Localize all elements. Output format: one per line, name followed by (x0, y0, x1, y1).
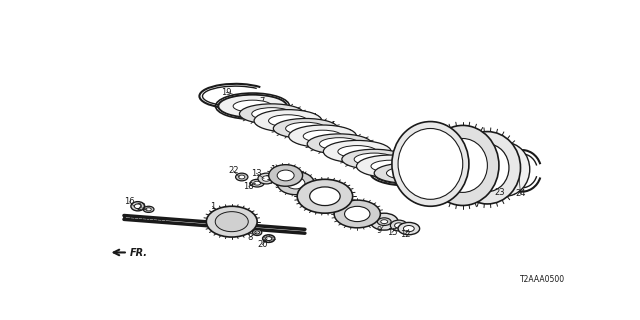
Ellipse shape (252, 108, 292, 120)
Ellipse shape (269, 115, 307, 127)
Text: 10: 10 (306, 186, 316, 195)
Ellipse shape (253, 181, 260, 185)
Ellipse shape (277, 170, 294, 181)
Ellipse shape (338, 146, 377, 157)
Ellipse shape (215, 212, 248, 232)
Ellipse shape (266, 237, 272, 241)
Ellipse shape (395, 223, 403, 228)
Ellipse shape (454, 132, 520, 204)
Text: 14: 14 (278, 174, 289, 183)
Ellipse shape (342, 149, 406, 169)
Text: 4: 4 (312, 113, 317, 122)
Text: 5: 5 (295, 108, 301, 117)
Text: 15: 15 (387, 228, 397, 237)
Text: 18: 18 (243, 182, 254, 191)
Ellipse shape (403, 226, 414, 232)
Ellipse shape (239, 175, 245, 179)
Ellipse shape (217, 213, 246, 231)
Ellipse shape (254, 110, 322, 132)
Ellipse shape (258, 173, 275, 184)
Ellipse shape (219, 95, 287, 117)
Ellipse shape (307, 134, 372, 154)
Text: 2: 2 (481, 184, 486, 193)
Ellipse shape (481, 142, 530, 196)
Ellipse shape (303, 130, 342, 142)
Ellipse shape (356, 155, 424, 177)
Ellipse shape (371, 213, 398, 230)
Ellipse shape (323, 140, 391, 163)
Text: 1: 1 (210, 202, 215, 211)
Ellipse shape (134, 204, 141, 209)
Text: 5: 5 (312, 116, 317, 125)
Text: 22: 22 (228, 166, 239, 175)
Text: 7: 7 (259, 97, 264, 106)
Ellipse shape (250, 179, 264, 187)
Text: FR.: FR. (130, 248, 148, 258)
Ellipse shape (285, 122, 326, 135)
Text: 3: 3 (456, 182, 461, 191)
Ellipse shape (273, 118, 338, 139)
Ellipse shape (319, 138, 360, 150)
Ellipse shape (255, 231, 259, 234)
Ellipse shape (297, 179, 353, 213)
Text: T2AAA0500: T2AAA0500 (520, 275, 565, 284)
Ellipse shape (131, 202, 145, 211)
Text: 24: 24 (515, 189, 525, 198)
Ellipse shape (269, 165, 303, 186)
Text: 13: 13 (251, 169, 262, 178)
Ellipse shape (239, 104, 304, 124)
Text: 20: 20 (257, 240, 268, 249)
Ellipse shape (143, 206, 154, 212)
Text: 9: 9 (377, 227, 382, 236)
Ellipse shape (262, 176, 271, 181)
Ellipse shape (381, 220, 388, 224)
Ellipse shape (310, 187, 340, 205)
Ellipse shape (236, 173, 248, 181)
Ellipse shape (378, 218, 391, 226)
Ellipse shape (206, 206, 257, 237)
Text: 11: 11 (342, 215, 353, 224)
Text: 5: 5 (328, 124, 333, 133)
Ellipse shape (146, 208, 151, 211)
Ellipse shape (334, 200, 380, 228)
Ellipse shape (374, 163, 439, 183)
Ellipse shape (492, 154, 519, 185)
Text: 14: 14 (270, 165, 281, 174)
Ellipse shape (262, 235, 275, 243)
Ellipse shape (371, 160, 410, 172)
Ellipse shape (235, 101, 270, 112)
Ellipse shape (392, 122, 469, 206)
Ellipse shape (253, 229, 262, 236)
Text: 19: 19 (221, 88, 232, 97)
Ellipse shape (287, 177, 305, 189)
Ellipse shape (398, 129, 463, 199)
Text: 21: 21 (136, 203, 147, 212)
Ellipse shape (387, 167, 427, 179)
Text: 6: 6 (407, 159, 412, 168)
Ellipse shape (289, 125, 356, 147)
Ellipse shape (438, 139, 488, 192)
Text: 8: 8 (248, 233, 253, 242)
Ellipse shape (354, 153, 394, 165)
Text: 12: 12 (400, 230, 410, 239)
Ellipse shape (277, 172, 314, 195)
Ellipse shape (218, 95, 287, 118)
Text: 16: 16 (124, 197, 134, 206)
Text: 17: 17 (415, 176, 426, 185)
Text: 4: 4 (329, 121, 335, 130)
Ellipse shape (398, 222, 420, 235)
Ellipse shape (233, 100, 272, 112)
Ellipse shape (427, 125, 499, 205)
Text: 23: 23 (494, 188, 505, 197)
Ellipse shape (344, 206, 370, 221)
Ellipse shape (466, 144, 509, 192)
Ellipse shape (390, 220, 407, 231)
Text: 4: 4 (346, 129, 351, 138)
